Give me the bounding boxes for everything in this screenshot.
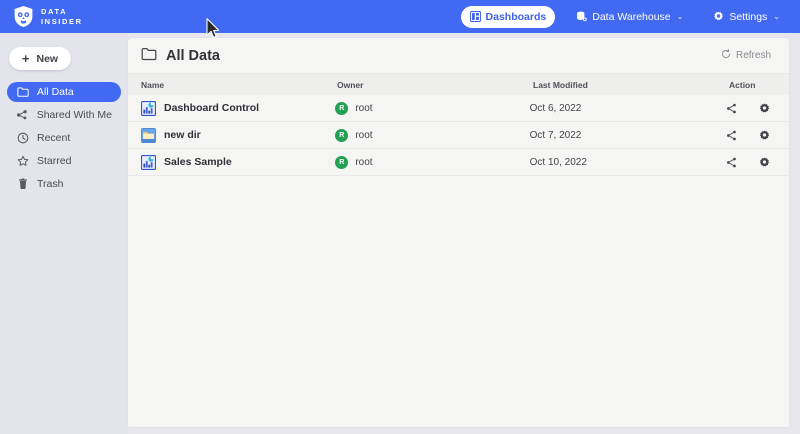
page-title: All Data bbox=[141, 46, 220, 66]
table-row[interactable]: Dashboard Control R root Oct 6, 2022 bbox=[128, 95, 789, 122]
owl-shield-logo-icon bbox=[14, 6, 33, 27]
nav-item-dashboards-label: Dashboards bbox=[485, 10, 547, 23]
row-owner-cell: R root bbox=[335, 128, 529, 142]
column-header-last-modified: Last Modified bbox=[533, 79, 588, 90]
avatar: R bbox=[335, 128, 349, 142]
sidebar-item-recent[interactable]: Recent bbox=[7, 128, 121, 148]
avatar: R bbox=[335, 101, 349, 115]
top-navigation-bar: DATA INSIDER Dashboards bbox=[0, 0, 800, 33]
row-name-cell: Sales Sample bbox=[141, 154, 335, 170]
dashboard-file-icon bbox=[141, 100, 156, 116]
dashboard-file-icon bbox=[141, 154, 156, 170]
brand-line-1: DATA bbox=[41, 7, 68, 16]
nav-item-settings[interactable]: Settings ⌄ bbox=[704, 6, 789, 28]
share-icon[interactable] bbox=[724, 157, 738, 168]
brand-line-2: INSIDER bbox=[41, 16, 83, 26]
mouse-cursor bbox=[206, 18, 220, 38]
top-nav-items: Dashboards Data Warehouse ⌄ bbox=[460, 5, 789, 28]
dashboard-grid-icon bbox=[469, 11, 481, 22]
nav-item-dashboards[interactable]: Dashboards bbox=[460, 5, 556, 28]
row-name-label: Sales Sample bbox=[164, 156, 232, 168]
row-name-cell: new dir bbox=[141, 127, 335, 143]
refresh-button[interactable]: Refresh bbox=[721, 49, 771, 62]
brand-text: DATA INSIDER bbox=[41, 7, 83, 26]
share-nodes-icon bbox=[16, 109, 29, 121]
sidebar-item-shared-with-me-label: Shared With Me bbox=[36, 109, 112, 121]
chevron-down-icon: ⌄ bbox=[676, 11, 684, 21]
sidebar-item-shared-with-me[interactable]: Shared With Me bbox=[7, 105, 121, 125]
new-button[interactable]: + New bbox=[9, 47, 71, 70]
clock-icon bbox=[16, 132, 29, 144]
row-modified-cell: Oct 7, 2022 bbox=[529, 129, 582, 141]
trash-icon bbox=[16, 178, 29, 190]
brand-logo[interactable]: DATA INSIDER bbox=[13, 5, 83, 28]
refresh-icon bbox=[721, 49, 731, 62]
table-row[interactable]: Sales Sample R root Oct 10, 2022 bbox=[128, 149, 789, 176]
row-modified-cell: Oct 10, 2022 bbox=[529, 156, 587, 168]
sidebar-item-trash[interactable]: Trash bbox=[7, 174, 121, 194]
row-name-cell: Dashboard Control bbox=[141, 100, 335, 116]
nav-item-settings-label: Settings bbox=[729, 10, 768, 23]
database-icon bbox=[576, 11, 587, 22]
row-owner-cell: R root bbox=[335, 101, 529, 115]
new-button-label: New bbox=[36, 52, 59, 65]
nav-item-data-warehouse-label: Data Warehouse bbox=[592, 10, 671, 23]
main-content-card: All Data Refresh Name Owner Last Modifie… bbox=[128, 38, 789, 427]
sidebar-item-starred[interactable]: Starred bbox=[7, 151, 121, 171]
share-icon[interactable] bbox=[724, 103, 738, 114]
row-name-label: Dashboard Control bbox=[164, 102, 260, 114]
folder-file-icon bbox=[141, 127, 156, 143]
main-header: All Data Refresh bbox=[128, 38, 789, 74]
plus-icon: + bbox=[21, 50, 30, 66]
folder-icon bbox=[16, 86, 29, 98]
sidebar-item-trash-label: Trash bbox=[37, 178, 64, 190]
sidebar-item-all-data[interactable]: All Data bbox=[7, 82, 121, 102]
gear-icon[interactable] bbox=[757, 157, 771, 168]
table-row[interactable]: new dir R root Oct 7, 2022 bbox=[128, 122, 789, 149]
avatar: R bbox=[335, 155, 349, 169]
share-icon[interactable] bbox=[724, 130, 738, 141]
refresh-label: Refresh bbox=[735, 50, 771, 61]
star-icon bbox=[16, 155, 29, 167]
gear-icon bbox=[713, 11, 724, 22]
column-header-name: Name bbox=[141, 79, 165, 90]
row-name-label: new dir bbox=[164, 129, 201, 141]
row-modified-cell: Oct 6, 2022 bbox=[529, 102, 582, 114]
row-action-cell bbox=[722, 103, 771, 114]
row-owner-label: root bbox=[355, 156, 373, 168]
sidebar-item-recent-label: Recent bbox=[37, 132, 71, 144]
row-owner-cell: R root bbox=[335, 155, 529, 169]
row-action-cell bbox=[722, 130, 771, 141]
row-action-cell bbox=[722, 157, 771, 168]
nav-item-data-warehouse[interactable]: Data Warehouse ⌄ bbox=[567, 6, 692, 28]
folder-icon bbox=[141, 46, 157, 66]
row-owner-label: root bbox=[355, 129, 373, 141]
chevron-down-icon: ⌄ bbox=[773, 11, 780, 21]
gear-icon[interactable] bbox=[757, 103, 771, 114]
sidebar-item-all-data-label: All Data bbox=[37, 86, 74, 98]
sidebar-item-starred-label: Starred bbox=[37, 155, 72, 167]
page-title-text: All Data bbox=[166, 47, 220, 64]
table-header-row: Name Owner Last Modified Action bbox=[128, 74, 789, 95]
column-header-action: Action bbox=[729, 79, 756, 90]
column-header-owner: Owner bbox=[337, 79, 364, 90]
sidebar: + New All Data Shared With Me bbox=[0, 33, 128, 434]
row-owner-label: root bbox=[355, 102, 373, 114]
gear-icon[interactable] bbox=[757, 130, 771, 141]
